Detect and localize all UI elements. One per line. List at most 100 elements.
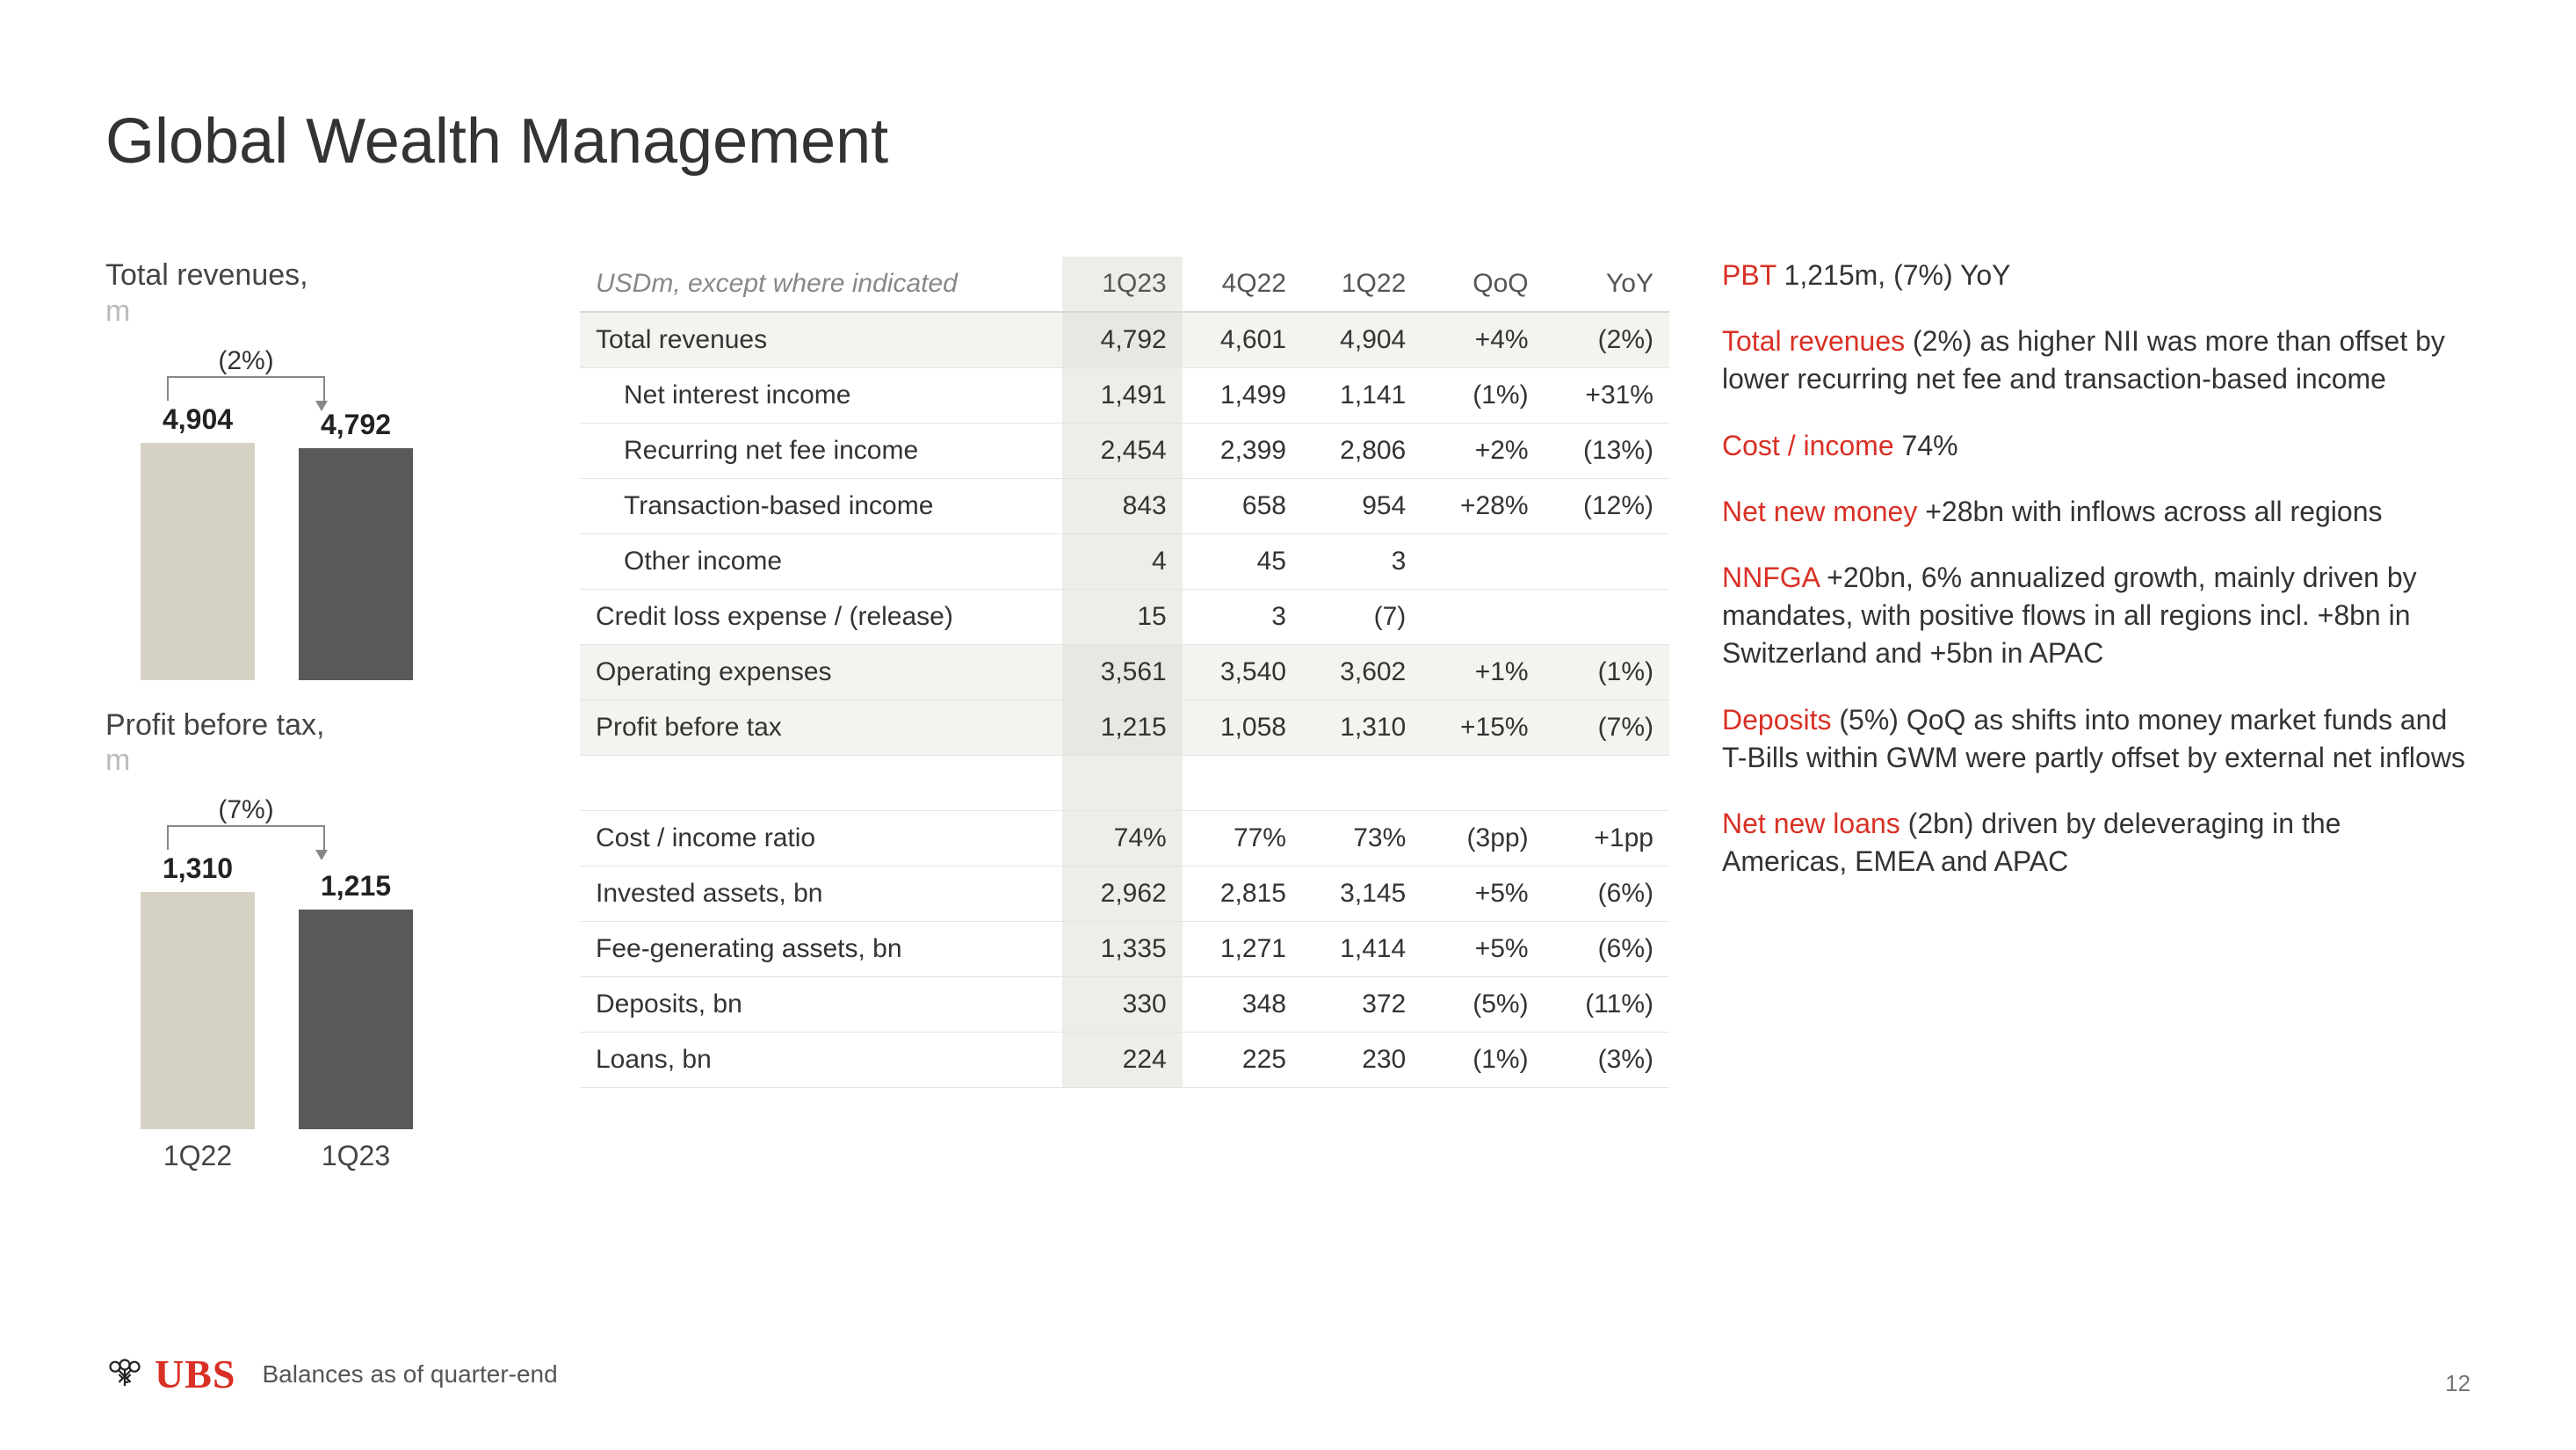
- bar-1Q22: 4,904: [141, 403, 255, 680]
- highlight-text: Net new money: [1722, 496, 1925, 527]
- cell: 2,399: [1183, 424, 1302, 479]
- highlight-text: Deposits: [1722, 704, 1839, 736]
- body-text: +28bn with inflows across all regions: [1925, 496, 2382, 527]
- row-label: Recurring net fee income: [580, 424, 1062, 479]
- cell: (5%): [1422, 977, 1544, 1033]
- body-text: 1,215m, (7%) YoY: [1784, 259, 2011, 291]
- table-header-note: USDm, except where indicated: [580, 257, 1062, 312]
- cell: (1%): [1422, 368, 1544, 424]
- table-row: Profit before tax1,2151,0581,310+15%(7%): [580, 700, 1669, 756]
- chart2-delta: (7%): [218, 795, 273, 825]
- cell: 1,499: [1183, 368, 1302, 424]
- chart1-title: Total revenues,: [105, 257, 527, 294]
- row-label: Cost / income ratio: [580, 811, 1062, 866]
- slide-title: Global Wealth Management: [105, 105, 2471, 178]
- cell: 1,310: [1302, 700, 1422, 756]
- commentary-line: Total revenues (2%) as higher NII was mo…: [1722, 323, 2471, 398]
- cell: +15%: [1422, 700, 1544, 756]
- fin-table: USDm, except where indicated1Q234Q221Q22…: [580, 257, 1669, 1088]
- col-header: YoY: [1545, 257, 1669, 312]
- axis-label: 1Q23: [299, 1140, 413, 1172]
- bar-value-label: 4,904: [163, 403, 233, 436]
- footer: UBS Balances as of quarter-end: [105, 1351, 558, 1397]
- cell: 3,561: [1062, 645, 1182, 700]
- cell: +5%: [1422, 866, 1544, 922]
- ubs-wordmark: UBS: [155, 1351, 235, 1397]
- cell: (3pp): [1422, 811, 1544, 866]
- commentary-line: Net new money +28bn with inflows across …: [1722, 493, 2471, 531]
- table-row: Other income4453: [580, 534, 1669, 590]
- bar-rect: [141, 892, 255, 1129]
- table-row: Deposits, bn330348372(5%)(11%): [580, 977, 1669, 1033]
- bar-rect: [299, 910, 413, 1129]
- left-charts: Total revenues, m (2%) 4,904 4,792 Profit…: [105, 257, 527, 1181]
- cell: 73%: [1302, 811, 1422, 866]
- cell: 15: [1062, 590, 1182, 645]
- row-label: Fee-generating assets, bn: [580, 922, 1062, 977]
- cell: 2,962: [1062, 866, 1182, 922]
- axis-label: 1Q22: [141, 1140, 255, 1172]
- bar-rect: [299, 448, 413, 680]
- chart-total-revenues: Total revenues, m (2%) 4,904 4,792: [105, 257, 527, 680]
- bar-value-label: 1,215: [321, 870, 391, 903]
- table-row: Total revenues4,7924,6014,904+4%(2%): [580, 312, 1669, 368]
- cell: 4,601: [1183, 312, 1302, 368]
- cell: 954: [1302, 479, 1422, 534]
- cell: 225: [1183, 1033, 1302, 1088]
- cell: 348: [1183, 977, 1302, 1033]
- chart1-delta: (2%): [218, 346, 273, 376]
- cell: 843: [1062, 479, 1182, 534]
- chart2-title: Profit before tax,: [105, 707, 527, 744]
- bar-1Q22: 1,310: [141, 852, 255, 1129]
- cell: (3%): [1545, 1033, 1669, 1088]
- cell: 2,454: [1062, 424, 1182, 479]
- cell: 2,815: [1183, 866, 1302, 922]
- bar-1Q23: 4,792: [299, 409, 413, 680]
- cell: 3: [1183, 590, 1302, 645]
- cell: 1,414: [1302, 922, 1422, 977]
- cell: 330: [1062, 977, 1182, 1033]
- commentary: PBT 1,215m, (7%) YoY Total revenues (2%) …: [1722, 257, 2471, 1181]
- highlight-text: Cost / income: [1722, 430, 1902, 461]
- row-label: Deposits, bn: [580, 977, 1062, 1033]
- cell: +1pp: [1545, 811, 1669, 866]
- bar-1Q23: 1,215: [299, 870, 413, 1129]
- cell: 3: [1302, 534, 1422, 590]
- row-label: Operating expenses: [580, 645, 1062, 700]
- cell: 1,215: [1062, 700, 1182, 756]
- cell: 4,904: [1302, 312, 1422, 368]
- page-number: 12: [2445, 1370, 2471, 1397]
- table-row: Recurring net fee income2,4542,3992,806+…: [580, 424, 1669, 479]
- row-label: Net interest income: [580, 368, 1062, 424]
- cell: 2,806: [1302, 424, 1422, 479]
- col-header: QoQ: [1422, 257, 1544, 312]
- cell: 372: [1302, 977, 1422, 1033]
- row-label: Other income: [580, 534, 1062, 590]
- col-header: 1Q23: [1062, 257, 1182, 312]
- row-label: Credit loss expense / (release): [580, 590, 1062, 645]
- cell: 3,145: [1302, 866, 1422, 922]
- cell: +28%: [1422, 479, 1544, 534]
- cell: 1,271: [1183, 922, 1302, 977]
- chart-pbt: Profit before tax, m (7%) 1,3101,215 1Q2…: [105, 707, 527, 1173]
- commentary-line: NNFGA +20bn, 6% annualized growth, mainl…: [1722, 559, 2471, 673]
- table-row: Loans, bn224225230(1%)(3%): [580, 1033, 1669, 1088]
- table-row: [580, 756, 1669, 811]
- cell: [1422, 590, 1544, 645]
- cell: 45: [1183, 534, 1302, 590]
- row-label: Transaction-based income: [580, 479, 1062, 534]
- cell: (1%): [1422, 1033, 1544, 1088]
- cell: 3,602: [1302, 645, 1422, 700]
- cell: +1%: [1422, 645, 1544, 700]
- cell: (6%): [1545, 866, 1669, 922]
- cell: 3,540: [1183, 645, 1302, 700]
- cell: +4%: [1422, 312, 1544, 368]
- cell: +2%: [1422, 424, 1544, 479]
- commentary-line: Net new loans (2bn) driven by deleveragi…: [1722, 805, 2471, 881]
- table-row: Credit loss expense / (release)153(7): [580, 590, 1669, 645]
- chart1-unit: m: [105, 294, 527, 329]
- cell: 1,058: [1183, 700, 1302, 756]
- table-row: Operating expenses3,5613,5403,602+1%(1%): [580, 645, 1669, 700]
- commentary-line: PBT 1,215m, (7%) YoY: [1722, 257, 2471, 294]
- cell: (12%): [1545, 479, 1669, 534]
